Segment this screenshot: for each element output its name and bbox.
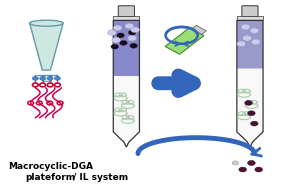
Circle shape [130,43,138,48]
Text: Macrocyclic-DGA: Macrocyclic-DGA [8,162,93,171]
Circle shape [112,37,121,43]
Bar [113,16,139,20]
Circle shape [47,77,53,80]
Circle shape [250,28,259,33]
Circle shape [241,24,250,30]
Circle shape [248,160,255,165]
Circle shape [248,111,255,116]
Polygon shape [191,25,206,34]
FancyBboxPatch shape [242,6,258,17]
Circle shape [239,167,246,172]
Polygon shape [237,69,263,147]
Polygon shape [113,76,139,147]
Bar [237,20,263,69]
Circle shape [111,44,118,49]
Circle shape [32,77,38,80]
Circle shape [113,25,122,31]
Circle shape [245,101,252,105]
Text: / IL system: / IL system [73,174,128,183]
Circle shape [117,33,124,38]
Bar [113,20,139,76]
Circle shape [237,41,246,47]
Circle shape [55,77,60,80]
Circle shape [40,77,45,80]
Circle shape [131,27,139,33]
Circle shape [128,30,136,35]
Ellipse shape [30,20,63,26]
Circle shape [108,30,116,35]
Bar [237,16,263,20]
Circle shape [120,40,127,45]
Circle shape [251,39,260,45]
Circle shape [255,167,262,172]
Bar [42,75,51,81]
Circle shape [232,161,239,165]
Circle shape [251,121,258,126]
Polygon shape [30,23,63,70]
Circle shape [128,35,137,41]
Text: plateform: plateform [26,174,76,183]
FancyBboxPatch shape [118,6,135,17]
Circle shape [125,23,134,29]
Polygon shape [165,28,204,54]
Circle shape [243,35,251,41]
